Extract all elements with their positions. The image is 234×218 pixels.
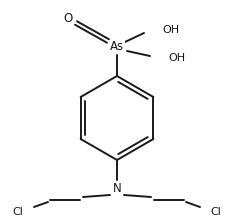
Text: Cl: Cl [13,207,23,217]
Text: OH: OH [162,25,179,35]
Text: Cl: Cl [211,207,221,217]
Text: N: N [113,182,121,194]
Text: O: O [63,12,73,24]
Text: As: As [110,41,124,53]
Text: OH: OH [168,53,185,63]
